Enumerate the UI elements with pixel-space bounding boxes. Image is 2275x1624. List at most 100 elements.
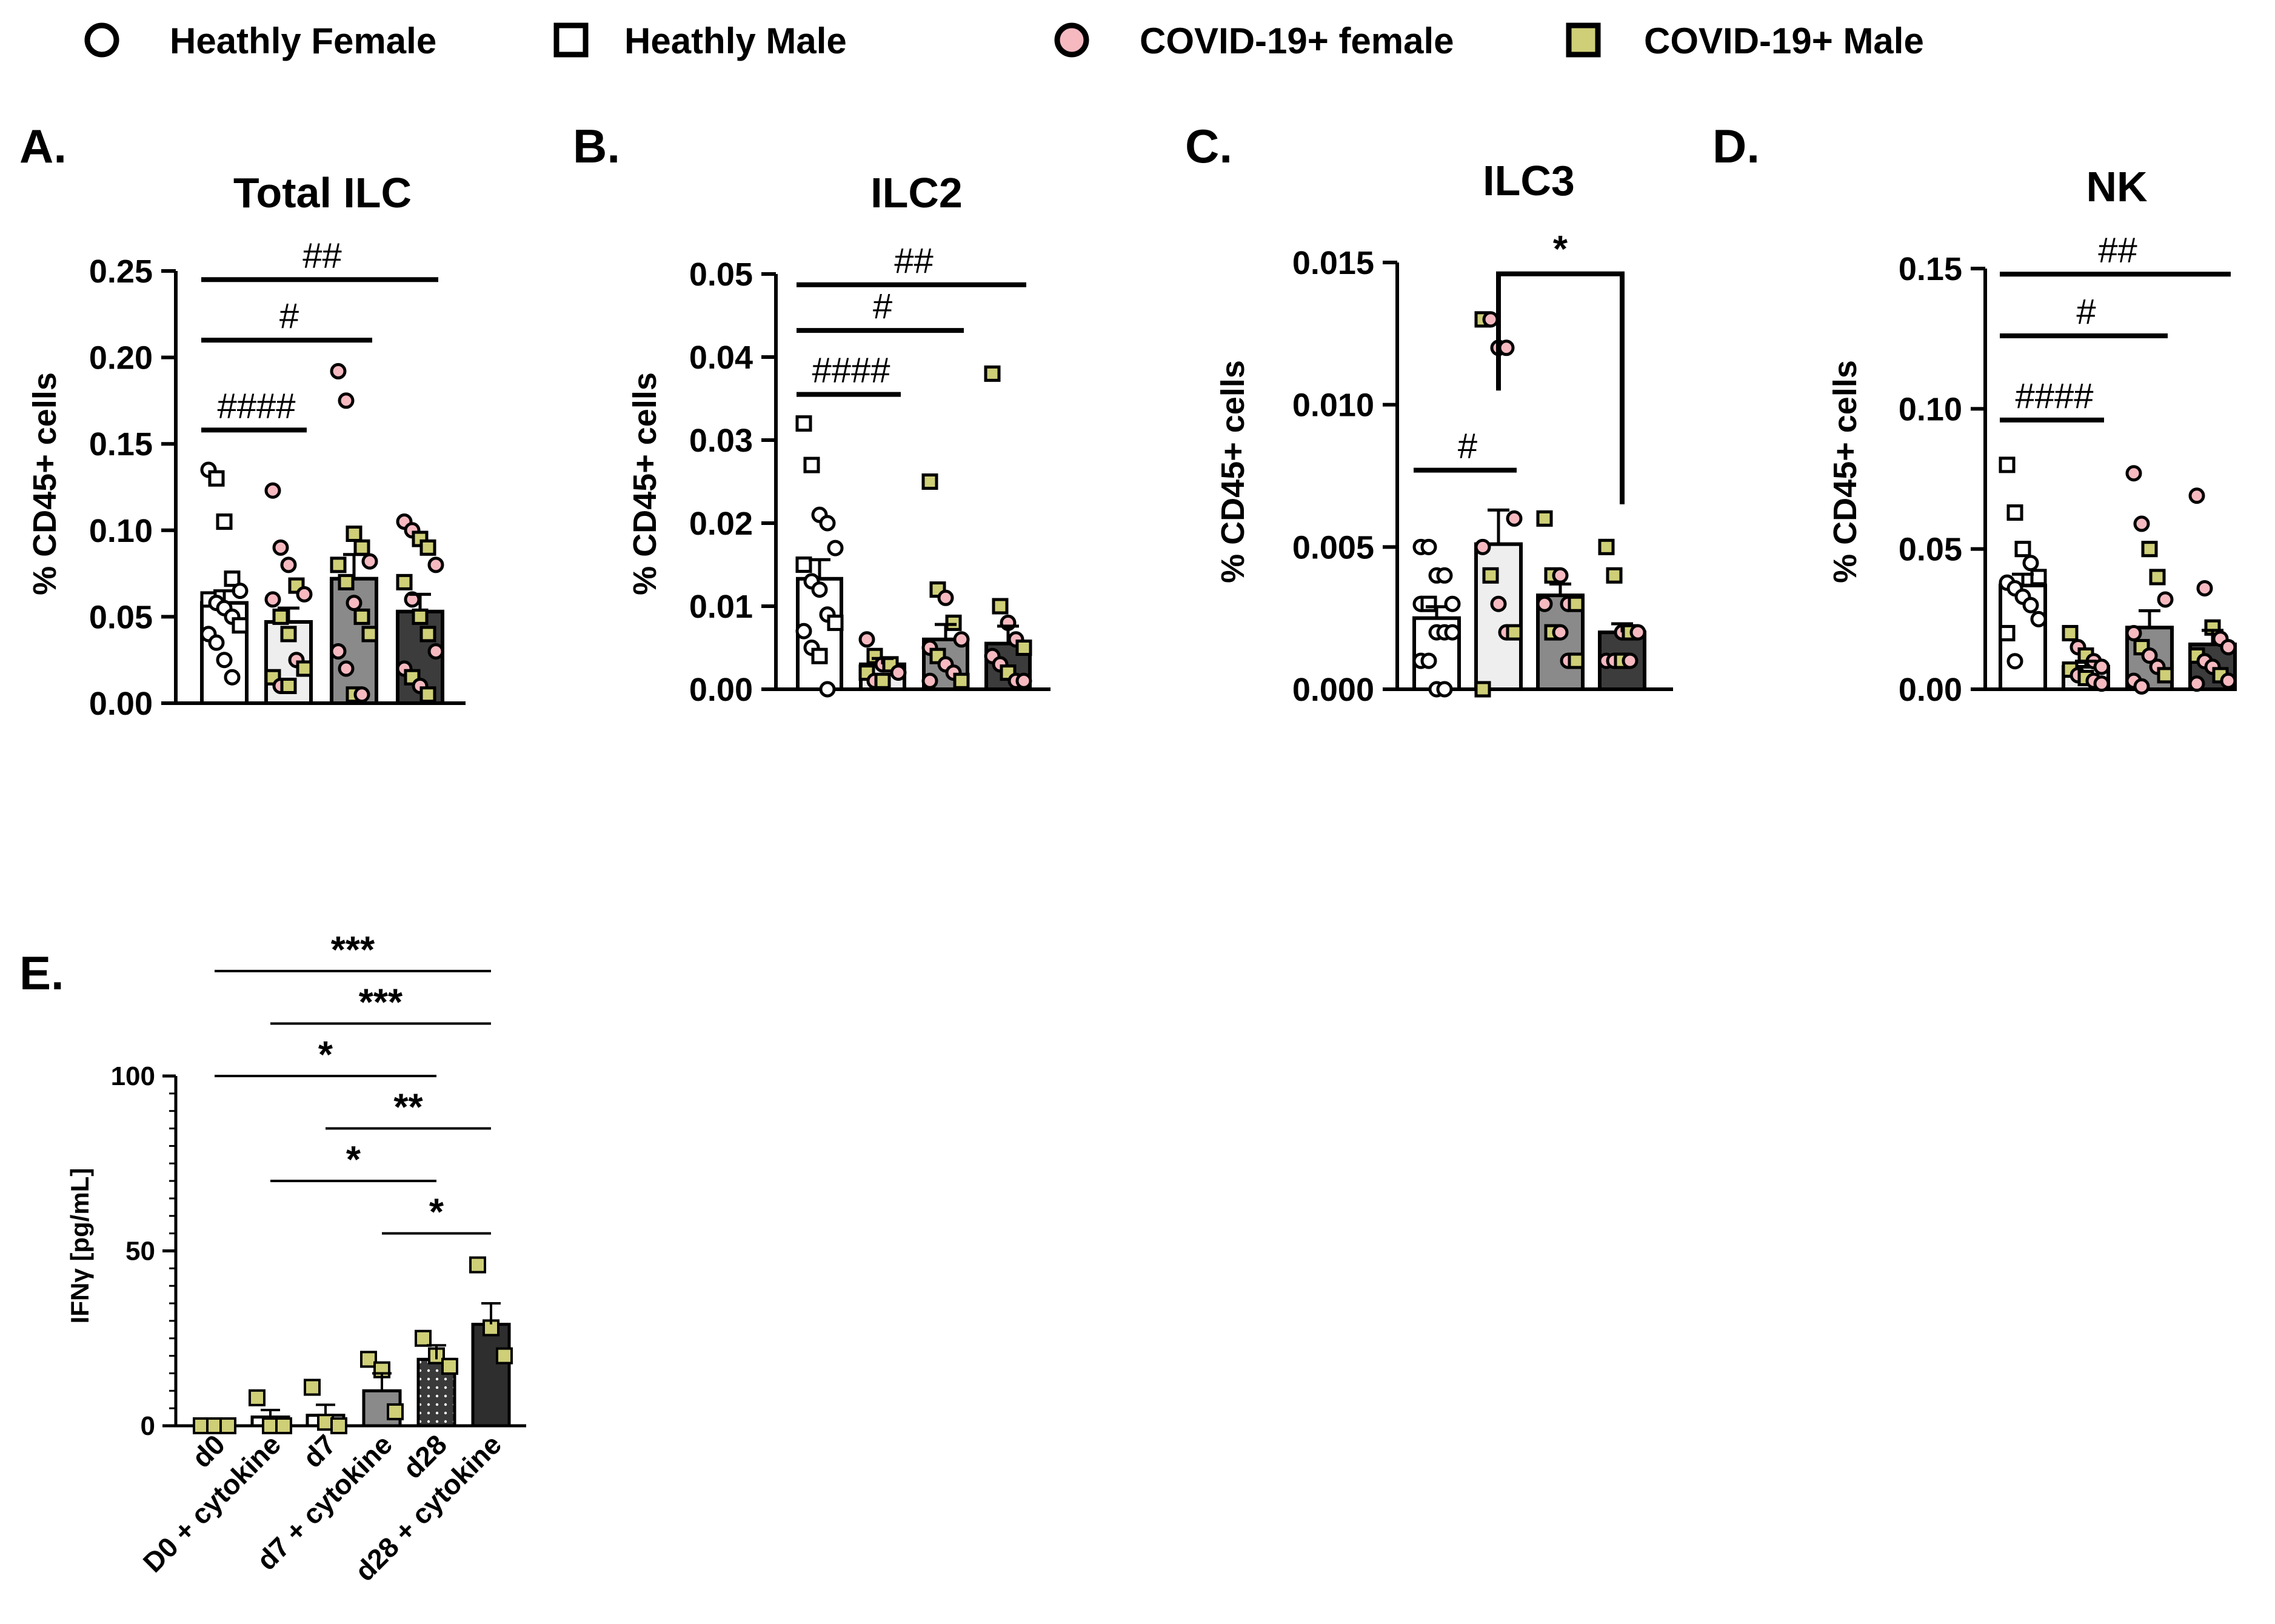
data-point-circle <box>1444 624 1461 641</box>
data-point-circle <box>264 591 281 608</box>
data-point-circle <box>1552 567 1569 584</box>
data-point-circle <box>280 556 297 573</box>
legend-marker-square-white <box>553 22 589 58</box>
data-point-square <box>412 608 429 625</box>
data-point-circle <box>2188 487 2205 504</box>
data-point-circle <box>819 681 836 698</box>
data-point-square <box>208 470 225 487</box>
data-point-square <box>1606 567 1623 584</box>
significance-label: #### <box>812 351 890 390</box>
y-tick-label: 0.04 <box>689 339 753 376</box>
data-point-circle <box>338 392 355 409</box>
data-point-circle <box>890 664 907 681</box>
data-point-circle <box>1474 538 1491 555</box>
data-point-square <box>1506 624 1523 641</box>
data-point-circle <box>1482 311 1499 328</box>
data-point-circle <box>2093 658 2110 675</box>
data-point-square <box>387 1403 404 1420</box>
data-point-square <box>795 415 812 432</box>
data-point-square <box>2030 569 2047 586</box>
data-point-circle <box>1490 595 1507 612</box>
y-tick-label: 0.010 <box>1292 387 1374 424</box>
data-point-circle <box>2141 647 2158 664</box>
significance-label: # <box>873 287 892 326</box>
data-point-square <box>2014 541 2031 558</box>
y-tick-label: 0.000 <box>1292 672 1374 708</box>
legend-label: COVID-19+ Male <box>1644 21 1924 61</box>
significance-bracket <box>1496 271 1625 504</box>
data-point-square <box>338 573 355 590</box>
data-point-circle <box>361 553 378 570</box>
data-point-circle <box>1629 624 1646 641</box>
data-point-square <box>396 573 413 590</box>
panel-title-ilc3: ILC3 <box>1483 157 1575 204</box>
data-point-circle <box>2220 672 2237 689</box>
data-point-square <box>1482 567 1499 584</box>
data-point-square <box>1598 538 1615 555</box>
data-point-circle <box>208 634 225 651</box>
y-tick-label: 0.05 <box>1899 532 1962 568</box>
y-tick-label: 0.05 <box>89 599 153 635</box>
significance-label: ## <box>2098 230 2137 270</box>
y-tick-label: 0.10 <box>89 513 153 549</box>
y-tick-label: 0.00 <box>1899 672 1962 708</box>
data-point-square <box>1568 595 1585 612</box>
significance-label: * <box>429 1192 444 1234</box>
plot-ilc3: 0.000 0.005 0.010 0.015 # * <box>1292 229 1673 708</box>
data-point-circle <box>1622 652 1639 669</box>
data-point-circle <box>330 643 347 660</box>
data-point-circle <box>953 631 970 648</box>
data-point-circle <box>1506 510 1523 527</box>
data-point-square <box>272 608 289 625</box>
data-point-square <box>827 614 844 631</box>
panel-label-c: C. <box>1185 119 1232 173</box>
data-point-circle <box>2220 639 2237 656</box>
data-point-square <box>216 513 233 530</box>
data-point-square <box>1999 624 2016 641</box>
significance-label: *** <box>331 929 375 971</box>
data-point-circle <box>264 482 281 499</box>
panel-label-e: E. <box>19 946 64 1000</box>
significance-label: * <box>318 1034 333 1076</box>
data-point-circle <box>858 631 875 648</box>
data-point-circle <box>427 643 444 660</box>
legend-item-covid-male: COVID-19+ Male <box>1566 21 1924 61</box>
data-point-circle <box>272 539 289 556</box>
y-tick-label: 0.01 <box>689 589 753 625</box>
data-point-square <box>1568 652 1585 669</box>
y-tick-label: 0.00 <box>89 686 153 722</box>
y-tick-label: 0.10 <box>1899 391 1962 427</box>
y-tick-label: 0.15 <box>89 426 153 463</box>
significance-label: # <box>1458 427 1477 466</box>
data-point-circle <box>1536 595 1553 612</box>
data-point-square <box>1420 595 1437 612</box>
significance-label: #### <box>217 386 295 426</box>
legend-label: Heathly Male <box>624 21 847 61</box>
significance-label: ## <box>302 236 342 275</box>
legend-label: COVID-19+ female <box>1140 21 1454 61</box>
data-point-circle <box>1015 672 1032 689</box>
plot-ilc2: 0.000.010.020.030.040.05####### <box>689 241 1051 708</box>
data-point-square <box>419 686 436 703</box>
data-point-circle <box>2030 610 2047 627</box>
data-point-square <box>361 626 378 643</box>
significance-label: *** <box>359 981 403 1023</box>
data-point-square <box>984 365 1001 382</box>
data-point-circle <box>232 583 249 600</box>
panel-title-nk: NK <box>2086 163 2147 210</box>
data-point-square <box>874 672 891 689</box>
y-axis-label-e: IFNγ [pg/mL] <box>65 1168 94 1324</box>
panel-label-d: D. <box>1712 119 1760 173</box>
data-point-circle <box>2188 675 2205 692</box>
legend-marker-circle-white <box>84 22 119 58</box>
data-point-square <box>275 1417 292 1434</box>
data-point-square <box>330 1417 347 1434</box>
data-point-square <box>1536 510 1553 527</box>
bar <box>471 1323 511 1428</box>
data-point-circle <box>2022 596 2039 613</box>
data-point-square <box>224 570 241 587</box>
data-point-square <box>280 677 297 694</box>
data-point-square <box>219 1417 236 1434</box>
y-tick-label: 0.15 <box>1899 251 1962 287</box>
data-point-circle <box>937 589 954 606</box>
